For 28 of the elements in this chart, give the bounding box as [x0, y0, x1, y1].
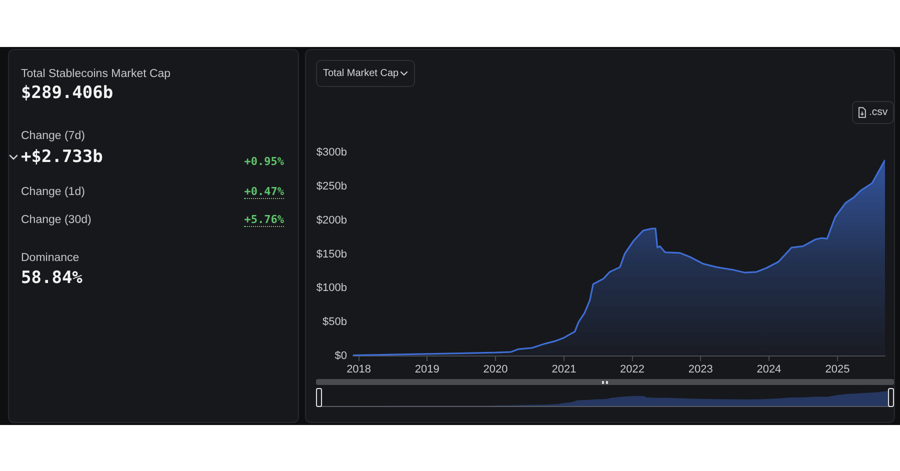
x-tick-label: 2025 — [825, 364, 850, 376]
x-tick-label: 2024 — [756, 364, 782, 376]
y-tick-label: $300b — [316, 146, 347, 159]
text: Total Stablecoins Market Cap — [21, 68, 171, 81]
x-tick-label: 2019 — [414, 364, 440, 376]
text: 58.84% — [21, 268, 82, 288]
x-tick-label: 2021 — [552, 364, 576, 376]
y-tick-label: $100b — [316, 282, 347, 294]
y-tick-label: $250b — [316, 180, 347, 193]
text: Dominance — [21, 252, 80, 265]
text: +5.76% — [244, 213, 284, 228]
text: .csv — [869, 106, 888, 119]
x-tick-label: 2018 — [346, 364, 372, 376]
x-tick-label: 2023 — [688, 364, 713, 376]
text: Change (7d) — [21, 130, 85, 143]
text: Change (1d) — [21, 186, 85, 199]
text: +$2.733b — [21, 147, 103, 167]
text: +0.47% — [244, 185, 284, 200]
text: Total Market Cap — [323, 68, 399, 79]
x-tick-label: 2020 — [483, 364, 508, 376]
text: +0.95% — [244, 155, 284, 168]
x-tick-label: 2022 — [620, 364, 645, 376]
y-tick-label: $0 — [334, 350, 347, 362]
text: Change (30d) — [21, 214, 92, 227]
text: $289.406b — [21, 83, 114, 103]
y-tick-label: $200b — [316, 214, 347, 226]
y-tick-label: $50b — [322, 316, 347, 328]
y-tick-label: $150b — [316, 248, 347, 260]
